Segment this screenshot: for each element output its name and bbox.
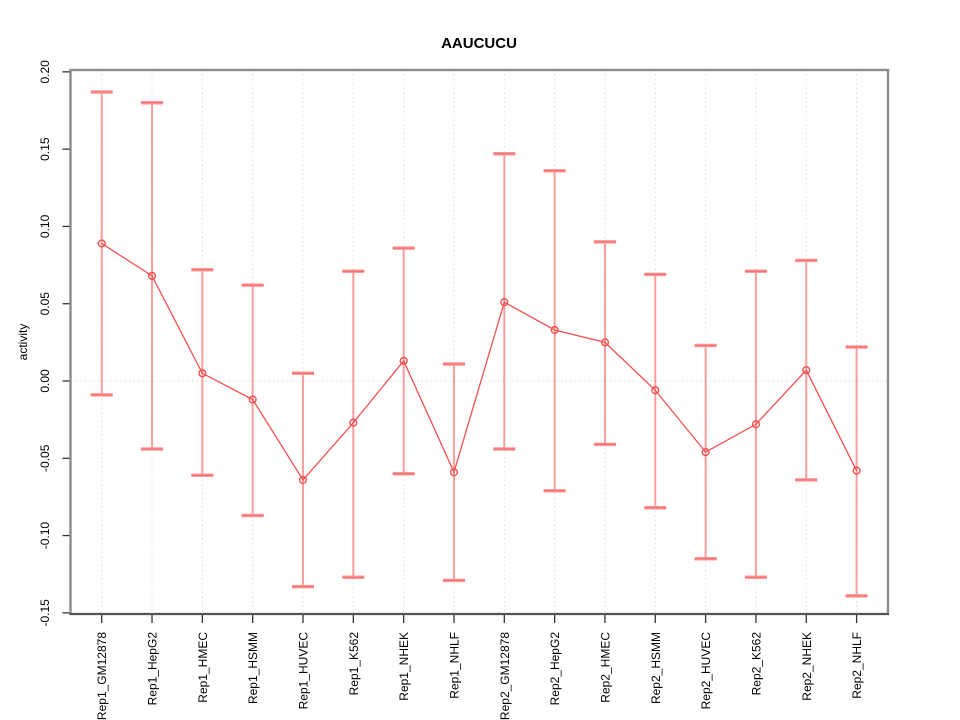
x-tick-label: Rep2_K562 [749, 632, 763, 696]
data-point [500, 298, 509, 307]
y-tick-label: -0.05 [38, 444, 52, 472]
chart-title: AAUCUCU [441, 35, 517, 52]
x-tick-label: Rep1_HepG2 [146, 632, 160, 706]
x-tick-label: Rep1_K562 [347, 632, 361, 696]
data-point [852, 466, 861, 475]
y-tick-label: 0.10 [38, 214, 52, 238]
data-point [147, 271, 157, 280]
y-tick-label: 0.00 [38, 369, 52, 393]
data-point [97, 239, 106, 248]
x-tick-label: Rep1_NHEK [397, 632, 411, 701]
x-tick-label: Rep1_NHLF [447, 632, 461, 699]
plot-frame [69, 68, 890, 616]
x-tick-label: Rep1_GM12878 [95, 632, 109, 720]
data-point [802, 366, 811, 375]
x-tick-label: Rep1_HUVEC [297, 632, 311, 710]
data-point [248, 395, 257, 404]
data-point [399, 356, 408, 366]
x-tick-label: Rep2_HMEC [598, 632, 612, 703]
x-tick-label: Rep1_HSMM [246, 632, 260, 704]
y-tick-label: 0.20 [38, 60, 52, 84]
data-point [600, 338, 610, 347]
plot-area: 0.20 0.15 0.10 0.05 0.00 -0.05 -0.10 -0.15 Rep1_… [38, 60, 890, 720]
y-tick-label: 0.15 [38, 137, 52, 161]
data-point [701, 448, 710, 457]
x-tick-label: Rep2_NHEK [800, 632, 814, 701]
y-tick-label: -0.15 [38, 599, 52, 627]
x-tick-label: Rep2_NHLF [850, 632, 864, 699]
data-point [550, 325, 559, 335]
y-tick-label: -0.10 [38, 522, 52, 550]
data-point [198, 369, 207, 378]
x-tick-label: Rep2_GM12878 [498, 632, 512, 720]
y-axis-title: activity [16, 324, 30, 361]
x-tick-label: Rep2_HepG2 [548, 632, 562, 706]
y-tick-label: 0.05 [38, 292, 52, 316]
x-tick-label: Rep1_HMEC [196, 632, 210, 703]
data-point [349, 418, 358, 427]
data-point [449, 468, 459, 477]
x-tick-label: Rep2_HUVEC [699, 632, 713, 710]
data-point [298, 475, 308, 485]
x-tick-label: Rep2_HSMM [649, 632, 663, 704]
data-point [651, 386, 660, 395]
series-line [101, 242, 858, 482]
data-point [751, 420, 761, 429]
